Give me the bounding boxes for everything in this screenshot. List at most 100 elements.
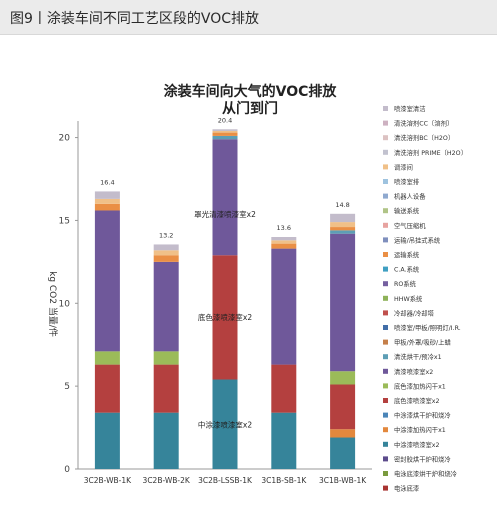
y-tick-label: 15 — [59, 216, 70, 226]
legend-label: 清洗溶剂CC〔溶剂〕 — [394, 119, 453, 128]
bar-segment — [153, 244, 179, 251]
legend-swatch — [383, 310, 388, 316]
x-category-label: 3C1B-SB-1K — [261, 476, 307, 485]
legend-swatch — [383, 266, 388, 272]
legend-label: RO系统 — [394, 279, 417, 288]
bar-segment — [153, 250, 179, 256]
bar-segment — [330, 233, 356, 372]
legend-swatch — [383, 441, 388, 447]
bar-segment — [153, 364, 179, 413]
legend-swatch — [383, 398, 388, 403]
legend-swatch — [383, 120, 388, 126]
bar-segment — [94, 210, 120, 352]
labels-group: 3C2B-WB-1K 16.4 3C2B-WB-2K 13.2 3C2B-LSSB-1K… — [84, 116, 368, 485]
chart-title: 涂装车间向大气的VOC排放 从门到门 — [150, 84, 350, 118]
bar-segment — [94, 203, 120, 211]
bar-segment — [330, 429, 356, 438]
legend-swatch — [383, 237, 388, 243]
bar-total-label: 13.2 — [159, 231, 173, 239]
legend-label: 底色漆加热闪干x1 — [394, 381, 446, 390]
legend-swatch — [383, 325, 388, 330]
legend-swatch — [383, 164, 388, 170]
legend-swatch — [383, 252, 388, 257]
legend-label: 冷却器/冷却塔 — [394, 308, 435, 317]
chart-area: 0 5 10 15 20 kg CO2 当量/件 3C2B-WB-1K 16.4 3C2B-W… — [0, 34, 497, 506]
bar-segment — [153, 261, 179, 352]
bar-segment — [271, 412, 297, 469]
bar-segment — [212, 135, 238, 140]
legend-swatch — [383, 427, 388, 433]
legend-swatch — [383, 456, 388, 462]
legend-label: 中涂漆喷漆室x2 — [394, 440, 440, 449]
legend-swatch — [383, 339, 388, 345]
segment-annotation: 底色漆喷漆室x2 — [198, 312, 252, 322]
y-axis-label: kg CO2 当量/件 — [47, 271, 59, 337]
bar-segment — [330, 371, 356, 385]
chart-axes: 0 5 10 15 20 kg CO2 当量/件 — [47, 121, 372, 475]
legend-label: 输送系统 — [394, 206, 420, 215]
legend-label: 中涂漆加热闪干x1 — [394, 425, 446, 434]
bar-segment — [330, 213, 356, 223]
y-tick-label: 10 — [59, 299, 71, 309]
y-tick-label: 0 — [64, 465, 70, 475]
bar-segment — [153, 412, 179, 469]
legend-label: 清洗烘干/预冷x1 — [394, 352, 442, 361]
bar-segment — [94, 364, 120, 413]
bar-segment — [330, 222, 356, 228]
x-category-label: 3C2B-WB-2K — [143, 476, 191, 485]
bar-segment — [94, 412, 120, 469]
bar-segment — [330, 437, 356, 469]
bar-segment — [94, 191, 120, 199]
bar-segment — [330, 230, 356, 234]
legend-label: 电泳底漆烘干炉和烧冷 — [394, 469, 458, 478]
segment-annotation: 罩光清漆喷漆室x2 — [194, 209, 256, 219]
bar-segment — [330, 384, 356, 430]
chart-title-line-2: 从门到门 — [222, 101, 278, 117]
bar-total-label: 16.4 — [100, 178, 114, 186]
legend-label: 清洗溶剂BC〔H2O〕 — [394, 133, 454, 142]
bar-segment — [330, 227, 356, 231]
legend-swatch — [383, 106, 388, 111]
legend-label: 清洗溶剂 PRIME〔H2O〕 — [394, 148, 467, 157]
legend-label: 喷漆室/甲板/照明灯/I.R. — [394, 323, 461, 332]
bar-total-label: 20.4 — [218, 116, 232, 124]
bar-segment — [212, 132, 238, 136]
bar-segment — [212, 139, 238, 256]
bar-segment — [271, 364, 297, 413]
legend-swatch — [383, 193, 388, 199]
bar-segment — [153, 255, 179, 262]
legend-label: 运输系统 — [394, 250, 420, 259]
legend-swatch — [383, 135, 388, 141]
legend-swatch — [383, 149, 388, 155]
bar-segment — [271, 248, 297, 365]
legend-swatch — [383, 412, 388, 418]
bar-segment — [271, 243, 297, 249]
legend-label: 中涂漆烘干炉和烧冷 — [394, 411, 451, 420]
legend-swatch — [383, 354, 388, 360]
bar-segment — [153, 351, 179, 365]
legend-label: 电泳底漆 — [394, 484, 420, 493]
bar-total-label: 13.6 — [277, 224, 291, 232]
legend-swatch — [383, 485, 388, 491]
bar-total-label: 14.8 — [335, 201, 349, 209]
legend-label: 调漆间 — [394, 162, 413, 171]
legend-label: C.A.系统 — [394, 265, 420, 274]
legend-label: 喷漆室排 — [394, 177, 420, 186]
legend-label: 甲板/外罩/吸砂/上蜡 — [394, 338, 451, 347]
bar-segment — [212, 255, 238, 380]
legend-label: 机器人设备 — [394, 192, 426, 201]
bar-segment — [271, 237, 297, 241]
legend-label: 清漆喷漆室x2 — [394, 367, 433, 376]
bar-segment — [94, 198, 120, 204]
x-category-label: 3C1B-WB-1K — [319, 476, 367, 485]
legend-swatch — [383, 208, 388, 214]
legend-swatch — [383, 222, 388, 228]
legend-label: 密封胶烘干炉和烧冷 — [394, 454, 451, 463]
legend-swatch — [383, 295, 388, 301]
legend-label: HHW系统 — [394, 294, 423, 303]
bar-segment — [271, 240, 297, 244]
legend-label: 运输/吊挂式系统 — [394, 235, 441, 244]
chart-title-line-1: 涂装车间向大气的VOC排放 — [163, 84, 337, 100]
legend-swatch — [383, 281, 388, 287]
